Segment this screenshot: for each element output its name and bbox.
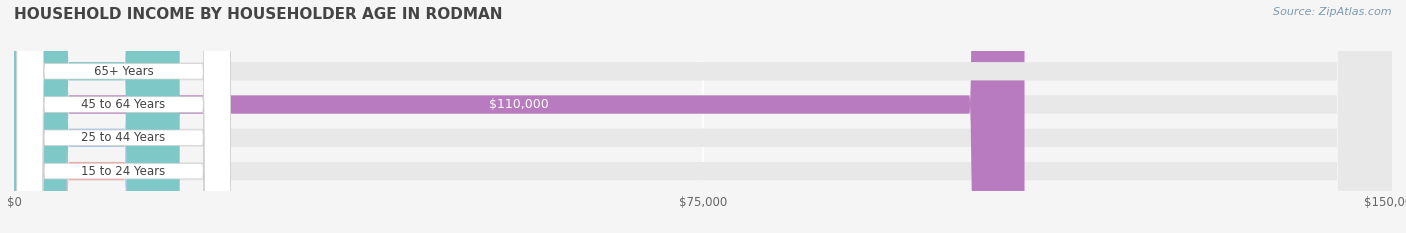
FancyBboxPatch shape <box>14 0 1392 233</box>
FancyBboxPatch shape <box>14 0 1392 233</box>
Text: HOUSEHOLD INCOME BY HOUSEHOLDER AGE IN RODMAN: HOUSEHOLD INCOME BY HOUSEHOLDER AGE IN R… <box>14 7 502 22</box>
Text: Source: ZipAtlas.com: Source: ZipAtlas.com <box>1274 7 1392 17</box>
Text: $0: $0 <box>193 65 209 78</box>
FancyBboxPatch shape <box>14 0 1392 233</box>
FancyBboxPatch shape <box>14 0 180 233</box>
Text: 65+ Years: 65+ Years <box>94 65 153 78</box>
FancyBboxPatch shape <box>14 0 180 233</box>
FancyBboxPatch shape <box>14 0 1392 233</box>
FancyBboxPatch shape <box>17 0 231 233</box>
FancyBboxPatch shape <box>14 0 180 233</box>
Text: $110,000: $110,000 <box>489 98 550 111</box>
Text: 45 to 64 Years: 45 to 64 Years <box>82 98 166 111</box>
Text: $0: $0 <box>193 131 209 144</box>
FancyBboxPatch shape <box>17 0 231 233</box>
Text: $0: $0 <box>193 164 209 178</box>
FancyBboxPatch shape <box>14 0 1025 233</box>
Text: 15 to 24 Years: 15 to 24 Years <box>82 164 166 178</box>
FancyBboxPatch shape <box>17 0 231 233</box>
Text: 25 to 44 Years: 25 to 44 Years <box>82 131 166 144</box>
FancyBboxPatch shape <box>17 0 231 233</box>
